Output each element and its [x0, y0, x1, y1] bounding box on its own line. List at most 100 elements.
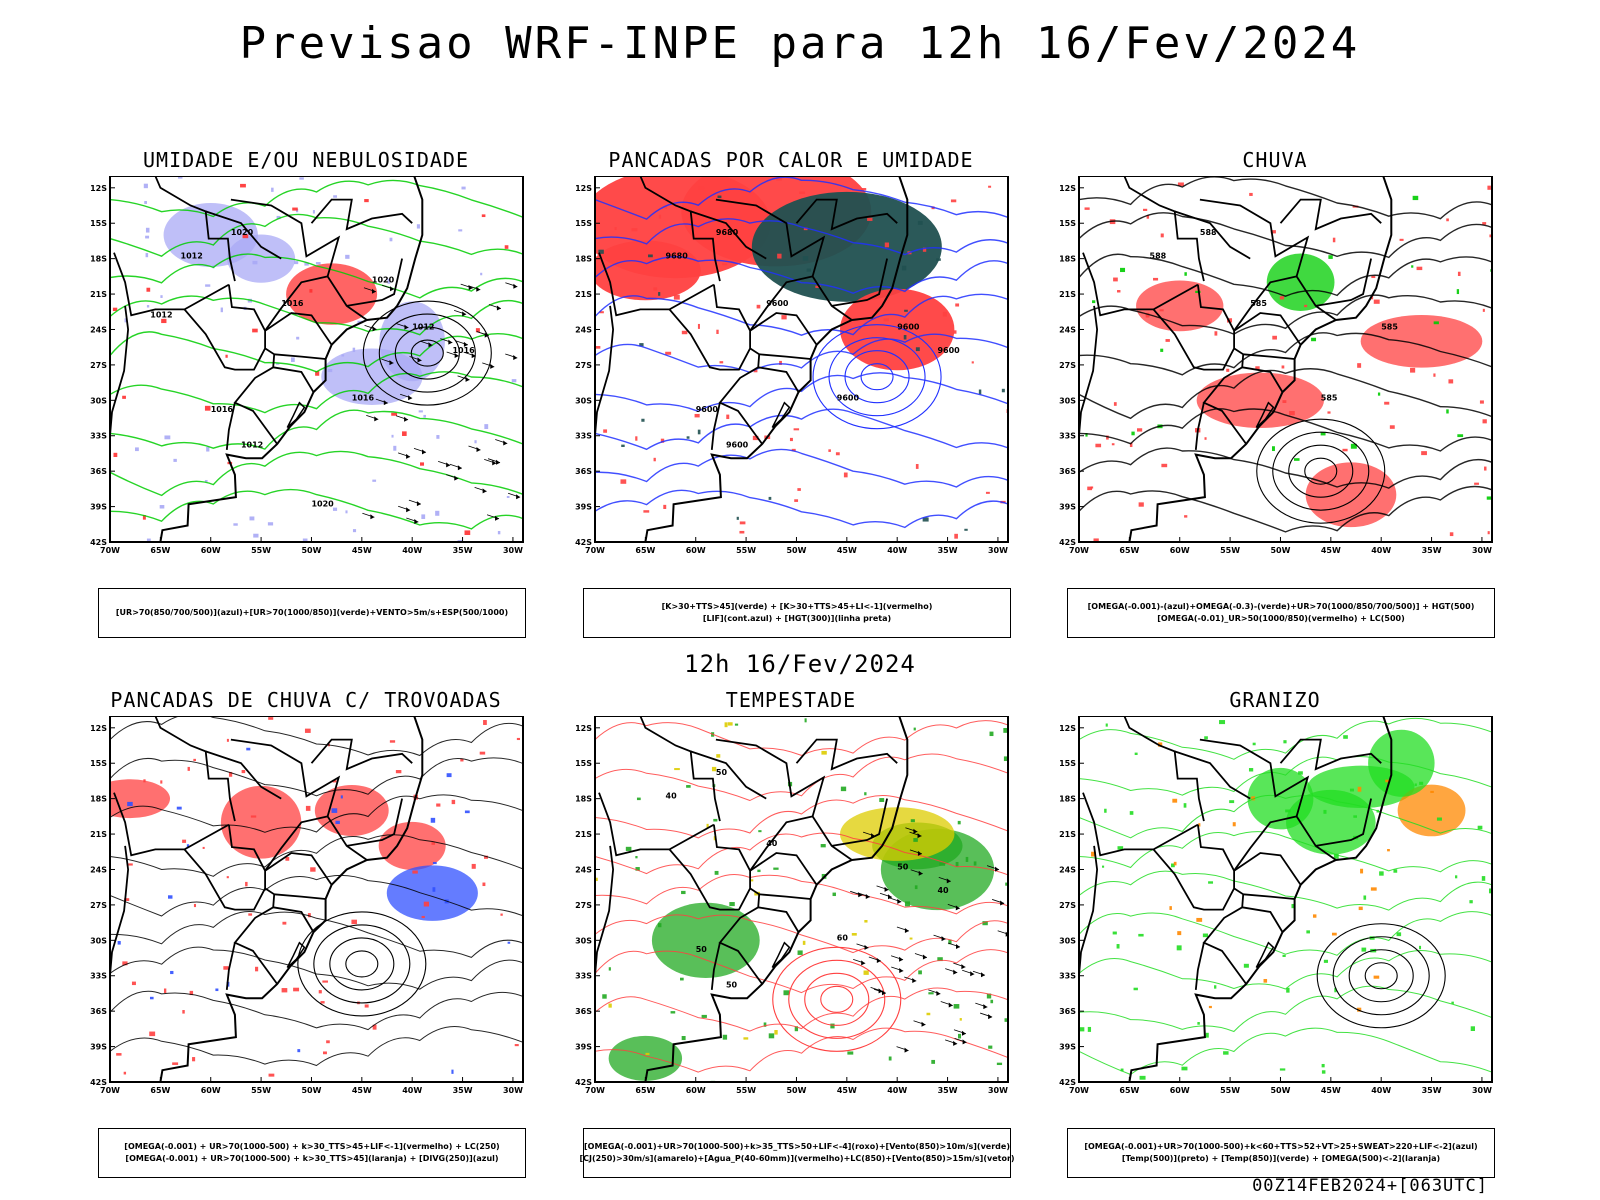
- contour-line: [110, 874, 523, 917]
- field-speck: [322, 980, 328, 983]
- field-speck: [276, 362, 280, 365]
- wind-vector-head: [416, 501, 421, 507]
- field-area: [1136, 280, 1224, 332]
- state-border: [795, 738, 898, 771]
- field-speck: [297, 1049, 301, 1053]
- field-speck: [1384, 401, 1390, 405]
- lon-tick-label: 65W: [635, 546, 655, 555]
- field-speck: [161, 318, 167, 324]
- wind-vector-head: [988, 1014, 993, 1020]
- field-speck: [1145, 312, 1150, 318]
- state-border: [1295, 815, 1337, 861]
- state-border: [1089, 176, 1205, 282]
- wind-vector-head: [970, 971, 975, 977]
- state-border: [831, 258, 888, 307]
- lon-tick-label: 40W: [402, 546, 422, 555]
- map-frame: [1078, 176, 1493, 543]
- field-speck: [220, 307, 223, 313]
- field-speck: [1272, 335, 1277, 340]
- field-speck: [1153, 277, 1159, 281]
- wind-vector-head: [981, 972, 986, 978]
- field-speck: [1323, 809, 1327, 814]
- wind-vector-head: [374, 416, 379, 422]
- lon-tick-label: 50W: [301, 546, 321, 555]
- field-speck: [1205, 1032, 1209, 1038]
- lon-tick-label: 65W: [150, 546, 170, 555]
- legend-box: [UR>70(850/700/500)](azul)+[UR>70(1000/8…: [98, 588, 526, 638]
- wind-vector-head: [465, 376, 470, 382]
- lon-tick-label: 55W: [251, 546, 271, 555]
- wind-vector-head: [463, 341, 468, 347]
- wind-vector-head: [428, 342, 433, 348]
- field-speck: [957, 1033, 962, 1039]
- contour-label: 60: [837, 933, 849, 942]
- field-speck: [1350, 443, 1357, 449]
- field-speck: [1419, 945, 1422, 950]
- field-speck: [717, 195, 722, 199]
- wind-vector-head: [936, 990, 941, 996]
- lat-tick-label: 15S: [1059, 759, 1076, 768]
- field-speck: [1306, 930, 1310, 934]
- contour-label: 1012: [150, 311, 172, 320]
- field-speck: [1181, 1066, 1188, 1071]
- lon-tick-label: 30W: [503, 546, 523, 555]
- wind-vector-head: [371, 288, 376, 294]
- field-speck: [1214, 985, 1217, 989]
- field-speck: [763, 1022, 767, 1027]
- wind-vector-head: [457, 465, 462, 471]
- field-speck: [713, 818, 718, 822]
- field-speck: [1255, 366, 1260, 370]
- lat-tick-label: 21S: [90, 290, 107, 299]
- wind-vector-head: [948, 1002, 953, 1008]
- field-speck: [294, 261, 299, 265]
- panel-pancadas-calor: PANCADAS POR CALOR E UMIDADE 9680 9680 960…: [571, 148, 1011, 638]
- state-border: [811, 815, 853, 861]
- pressure-system-ring: [1304, 457, 1338, 485]
- field-speck: [674, 768, 680, 771]
- contour-label: 50: [696, 945, 708, 954]
- contour-label: 1020: [311, 500, 334, 509]
- lat-tick-label: 18S: [1059, 255, 1076, 264]
- contour-label: 50: [716, 768, 728, 777]
- field-speck: [989, 731, 994, 737]
- field-speck: [794, 499, 799, 502]
- contour-line: [595, 949, 1008, 994]
- lagoa-dos-patos: [1255, 941, 1275, 969]
- field-speck: [1412, 195, 1419, 201]
- state-border: [1082, 792, 1199, 857]
- field-speck: [497, 530, 501, 535]
- field-speck: [170, 970, 174, 975]
- contour-line: [110, 179, 523, 218]
- contour-line: [110, 911, 523, 958]
- contour-line: [1079, 212, 1492, 259]
- field-speck: [727, 722, 733, 726]
- state-border: [264, 312, 333, 346]
- field-speck: [202, 846, 205, 849]
- field-speck: [1177, 182, 1184, 187]
- field-speck: [1159, 309, 1164, 312]
- wind-vector-head: [484, 332, 489, 338]
- contour-label: 9600: [937, 346, 960, 355]
- map-frame: [109, 716, 524, 1083]
- field-speck: [315, 262, 321, 265]
- field-speck: [124, 898, 130, 901]
- field-speck: [701, 1014, 707, 1018]
- field-speck: [145, 227, 150, 233]
- lon-tick-label: 30W: [1472, 546, 1492, 555]
- field-speck: [1090, 486, 1094, 489]
- field-speck: [293, 987, 300, 992]
- field-speck: [673, 294, 680, 300]
- lat-tick-label: 21S: [575, 290, 592, 299]
- field-speck: [711, 766, 717, 772]
- field-speck: [345, 254, 350, 259]
- field-speck: [959, 1018, 962, 1021]
- contour-line: [110, 990, 523, 1031]
- field-speck: [1334, 987, 1337, 993]
- run-time-footer: 00Z14FEB2024+[063UTC]: [1252, 1176, 1488, 1196]
- field-speck: [149, 1031, 156, 1037]
- field-speck: [729, 902, 735, 907]
- lon-tick-label: 60W: [686, 1086, 706, 1095]
- state-border: [759, 353, 811, 360]
- field-speck: [436, 803, 441, 807]
- field-speck: [164, 435, 171, 440]
